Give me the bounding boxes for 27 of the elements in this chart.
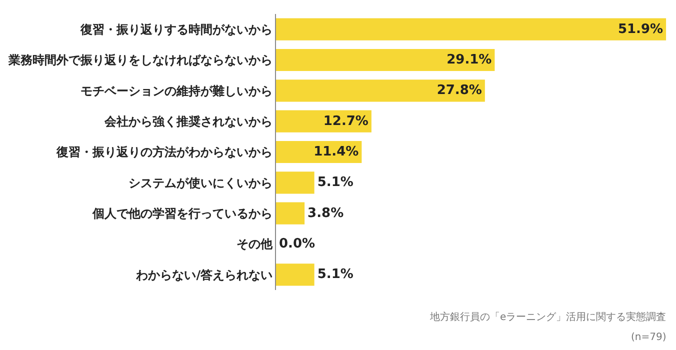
y-tick-label: 個人で他の学習を行っているから <box>92 206 273 221</box>
bar <box>276 172 314 194</box>
data-label: 5.1% <box>317 175 354 190</box>
data-label: 51.9% <box>618 22 664 37</box>
y-tick-label: その他 <box>236 237 274 252</box>
data-label: 29.1% <box>446 52 492 68</box>
data-label: 11.4% <box>314 144 359 160</box>
data-label: 5.1% <box>317 267 354 282</box>
bar <box>276 18 666 40</box>
y-tick-label: システムが使いにくいから <box>128 176 273 190</box>
text: 地方銀行員の「eラーニング」活用に関する実態調査 <box>429 311 666 323</box>
y-tick-label: 会社から強く推奨されないから <box>104 114 273 129</box>
bar <box>276 80 485 102</box>
bar <box>276 48 495 72</box>
y-tick-label: モチベーションの維持が難しいから <box>80 84 273 98</box>
bar <box>276 110 372 132</box>
data-label: 12.7% <box>323 114 368 129</box>
data-label: 0.0% <box>279 236 316 252</box>
data-label: 27.8% <box>436 83 482 98</box>
text: (n=79) <box>631 332 666 343</box>
y-tick-label: 復習・振り返りの方法がわからないから <box>56 145 273 160</box>
y-tick-label: わからない/答えられない <box>135 268 273 282</box>
bar <box>276 264 314 286</box>
bar <box>276 202 305 224</box>
y-tick-label: 業務時間外で振り返りをしなければならないから <box>8 53 273 68</box>
y-tick-label: 復習・振り返りする時間がないから <box>80 22 273 37</box>
data-label: 3.8% <box>308 206 344 221</box>
